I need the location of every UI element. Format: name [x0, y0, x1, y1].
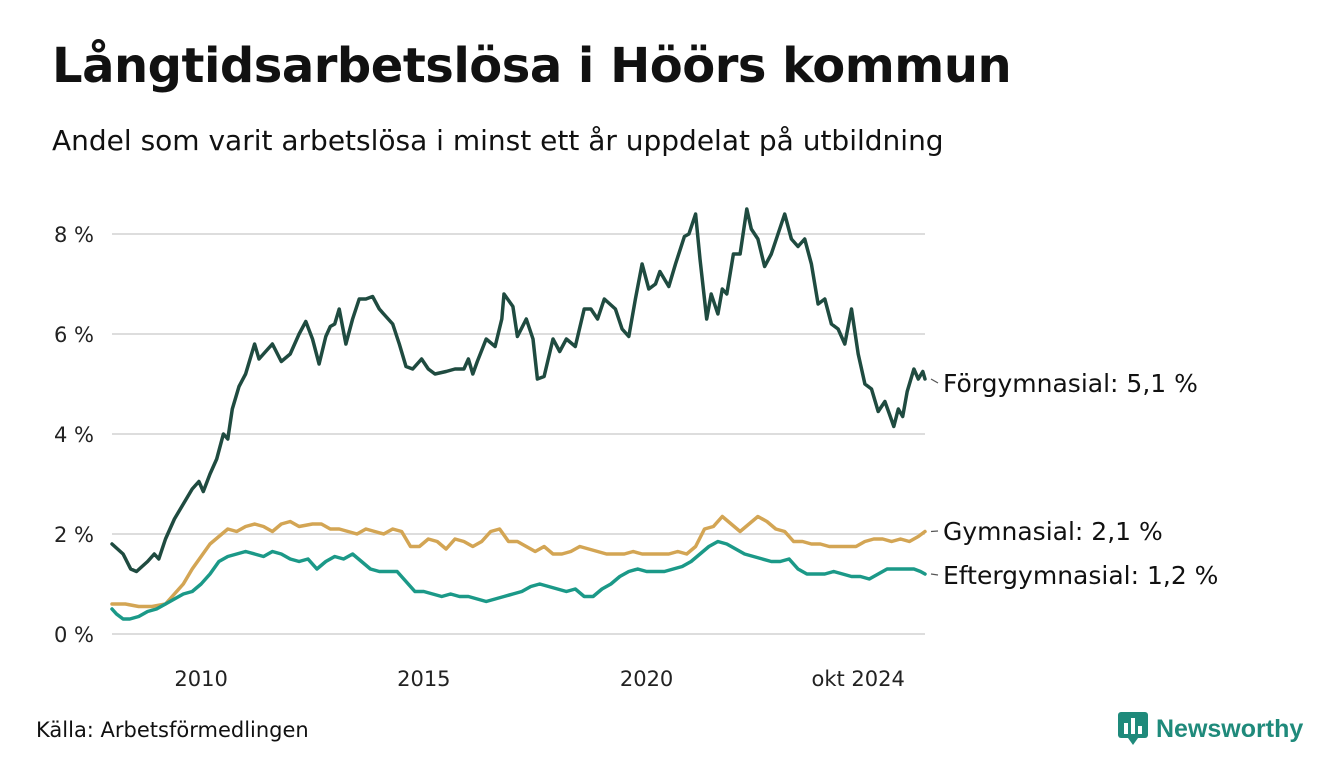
newsworthy-logo: Newsworthy	[1118, 712, 1303, 746]
x-tick-label: 2015	[397, 667, 450, 691]
series-line-gymnasial	[110, 514, 927, 609]
chart-subtitle: Andel som varit arbetslösa i minst ett å…	[52, 124, 944, 157]
x-tick-label: okt 2024	[811, 667, 904, 691]
y-tick-label: 0 %	[54, 623, 94, 647]
newsworthy-icon	[1118, 712, 1148, 745]
brand-name: Newsworthy	[1156, 714, 1304, 743]
y-tick-label: 8 %	[54, 223, 94, 247]
series-line-forgymnasial	[110, 207, 927, 574]
y-tick-label: 4 %	[54, 423, 94, 447]
x-tick-label: 2010	[174, 667, 227, 691]
end-label-forgymnasial: Förgymnasial: 5,1 %	[943, 369, 1198, 398]
chart-title: Långtidsarbetslösa i Höörs kommun	[52, 38, 1012, 94]
line-chart: 0 % 2 % 4 % 6 % 8 % 2010 2015 2020 okt 2024 Förgy…	[54, 207, 1218, 691]
end-label-eftergymnasial: Eftergymnasial: 1,2 %	[943, 561, 1218, 590]
source-note: Källa: Arbetsförmedlingen	[36, 718, 309, 742]
y-tick-label: 2 %	[54, 523, 94, 547]
y-tick-label: 6 %	[54, 323, 94, 347]
series-line-eftergymnasial	[110, 539, 927, 621]
end-label-connector	[930, 378, 939, 384]
end-label-gymnasial: Gymnasial: 2,1 %	[943, 517, 1163, 546]
end-label-connector	[930, 573, 939, 576]
x-tick-label: 2020	[620, 667, 673, 691]
end-label-connector	[930, 530, 939, 533]
